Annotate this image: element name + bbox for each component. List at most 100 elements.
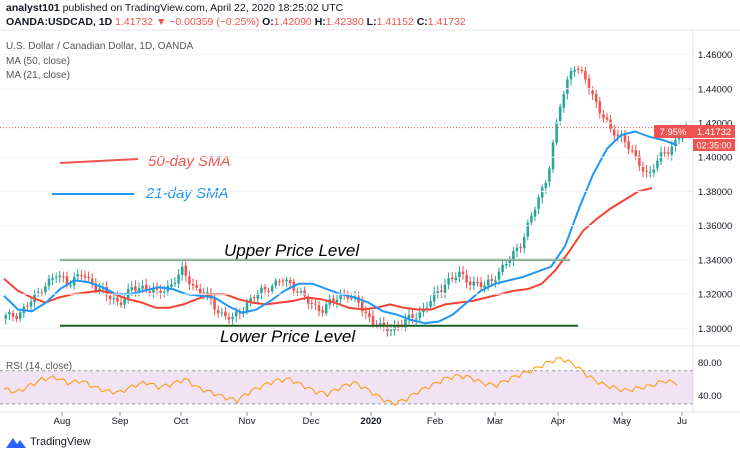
candle-body (270, 286, 274, 292)
candle-body (364, 311, 368, 314)
candle-body (598, 101, 602, 114)
candle-body (213, 297, 216, 310)
candle-body (555, 121, 558, 143)
candle-body (58, 275, 62, 278)
candle-body (515, 247, 519, 251)
candle-body (224, 311, 227, 317)
candle-body (314, 303, 317, 305)
candle-body (670, 146, 674, 155)
candle-body (501, 264, 504, 272)
candle-body (256, 293, 260, 299)
candle-body (198, 288, 202, 294)
price-tick-label: 1.46000 (698, 50, 732, 61)
time-tick-label: Aug (54, 416, 71, 427)
candle-body (634, 150, 638, 157)
candle-body (404, 319, 407, 328)
candle-body (656, 160, 659, 169)
candle-body (612, 129, 616, 136)
price-tick-label: 1.40000 (698, 153, 732, 164)
candle-body (346, 295, 350, 299)
candle-body (623, 135, 627, 143)
candle-body (76, 274, 80, 277)
candle-body (602, 114, 605, 119)
candle-body (87, 276, 90, 278)
candle-body (569, 70, 573, 80)
candle-body (630, 150, 634, 152)
candle-body (350, 297, 353, 299)
candle-body (18, 312, 22, 319)
candle-body (407, 314, 411, 320)
candle-body (83, 275, 87, 278)
candle-body (80, 275, 83, 277)
candle-body (263, 286, 267, 290)
price-tick-label: 1.44000 (698, 84, 732, 95)
candle-body (285, 279, 288, 282)
candle-body (184, 265, 188, 276)
candle-body (238, 312, 242, 314)
sma21-annotation: 21-day SMA (145, 185, 229, 202)
candle-body (152, 288, 155, 293)
candle-body (65, 276, 69, 285)
candle-body (90, 278, 94, 285)
chart-title: U.S. Dollar / Canadian Dollar, 1D, OANDA (6, 41, 194, 52)
candle-body (281, 280, 285, 282)
candle-body (540, 187, 544, 198)
candle-body (11, 312, 15, 317)
close-label: C: (416, 16, 428, 28)
candle-body (368, 313, 371, 317)
candle-body (231, 316, 234, 319)
sma50-line (3, 187, 653, 311)
time-tick-label: May (613, 416, 631, 427)
last-price: 1.41732 (115, 16, 154, 28)
candle-body (519, 246, 522, 248)
candle-body (450, 277, 454, 279)
price-tick-label: 1.36000 (698, 221, 732, 232)
lower-level-label: Lower Price Level (220, 327, 356, 346)
candle-body (486, 279, 490, 286)
price-tick-label: 1.38000 (698, 187, 732, 198)
open-value: 1.42090 (273, 16, 312, 28)
candle-body (130, 287, 134, 291)
candle-body (105, 287, 108, 296)
candle-body (173, 282, 177, 284)
sma50-annotation: 50-day SMA (148, 153, 231, 170)
symbol-label: OANDA:USDCAD, 1D (6, 16, 113, 28)
candle-body (396, 326, 400, 328)
candle-body (418, 312, 422, 318)
candle-body (299, 291, 303, 293)
candle-body (533, 209, 537, 217)
candle-body (335, 299, 339, 302)
candle-body (389, 329, 393, 331)
time-tick-label: Feb (427, 416, 443, 427)
candle-body (51, 277, 54, 280)
ma50-legend: MA (50, close) (6, 56, 70, 67)
candle-body (252, 297, 256, 299)
tradingview-brand[interactable]: TradingView (30, 436, 91, 448)
price-tick-label: 1.30000 (698, 324, 732, 335)
candle-body (216, 310, 220, 314)
candle-body (47, 278, 51, 286)
candle-body (162, 291, 166, 293)
candle-body (245, 302, 249, 312)
time-tick-label: Mar (487, 416, 503, 427)
candle-body (29, 301, 33, 307)
time-tick-label: 2020 (360, 416, 381, 427)
candle-body (468, 281, 472, 285)
rsi-line (3, 357, 678, 407)
price-tick-label: 1.32000 (698, 290, 732, 301)
ma21-legend: MA (21, close) (6, 70, 70, 81)
author-name[interactable]: analyst101 (6, 2, 60, 14)
time-tick-label: Dec (303, 416, 320, 427)
candle-body (332, 298, 335, 302)
candle-body (278, 281, 281, 283)
candle-body (371, 315, 375, 325)
candle-body (339, 294, 342, 300)
candle-body (4, 315, 8, 319)
candle-body (191, 284, 195, 286)
candle-body (15, 315, 18, 319)
price-tag: 1.41732 (697, 127, 731, 138)
open-label: O: (262, 16, 274, 28)
candle-body (144, 284, 148, 291)
candle-body (134, 286, 137, 291)
